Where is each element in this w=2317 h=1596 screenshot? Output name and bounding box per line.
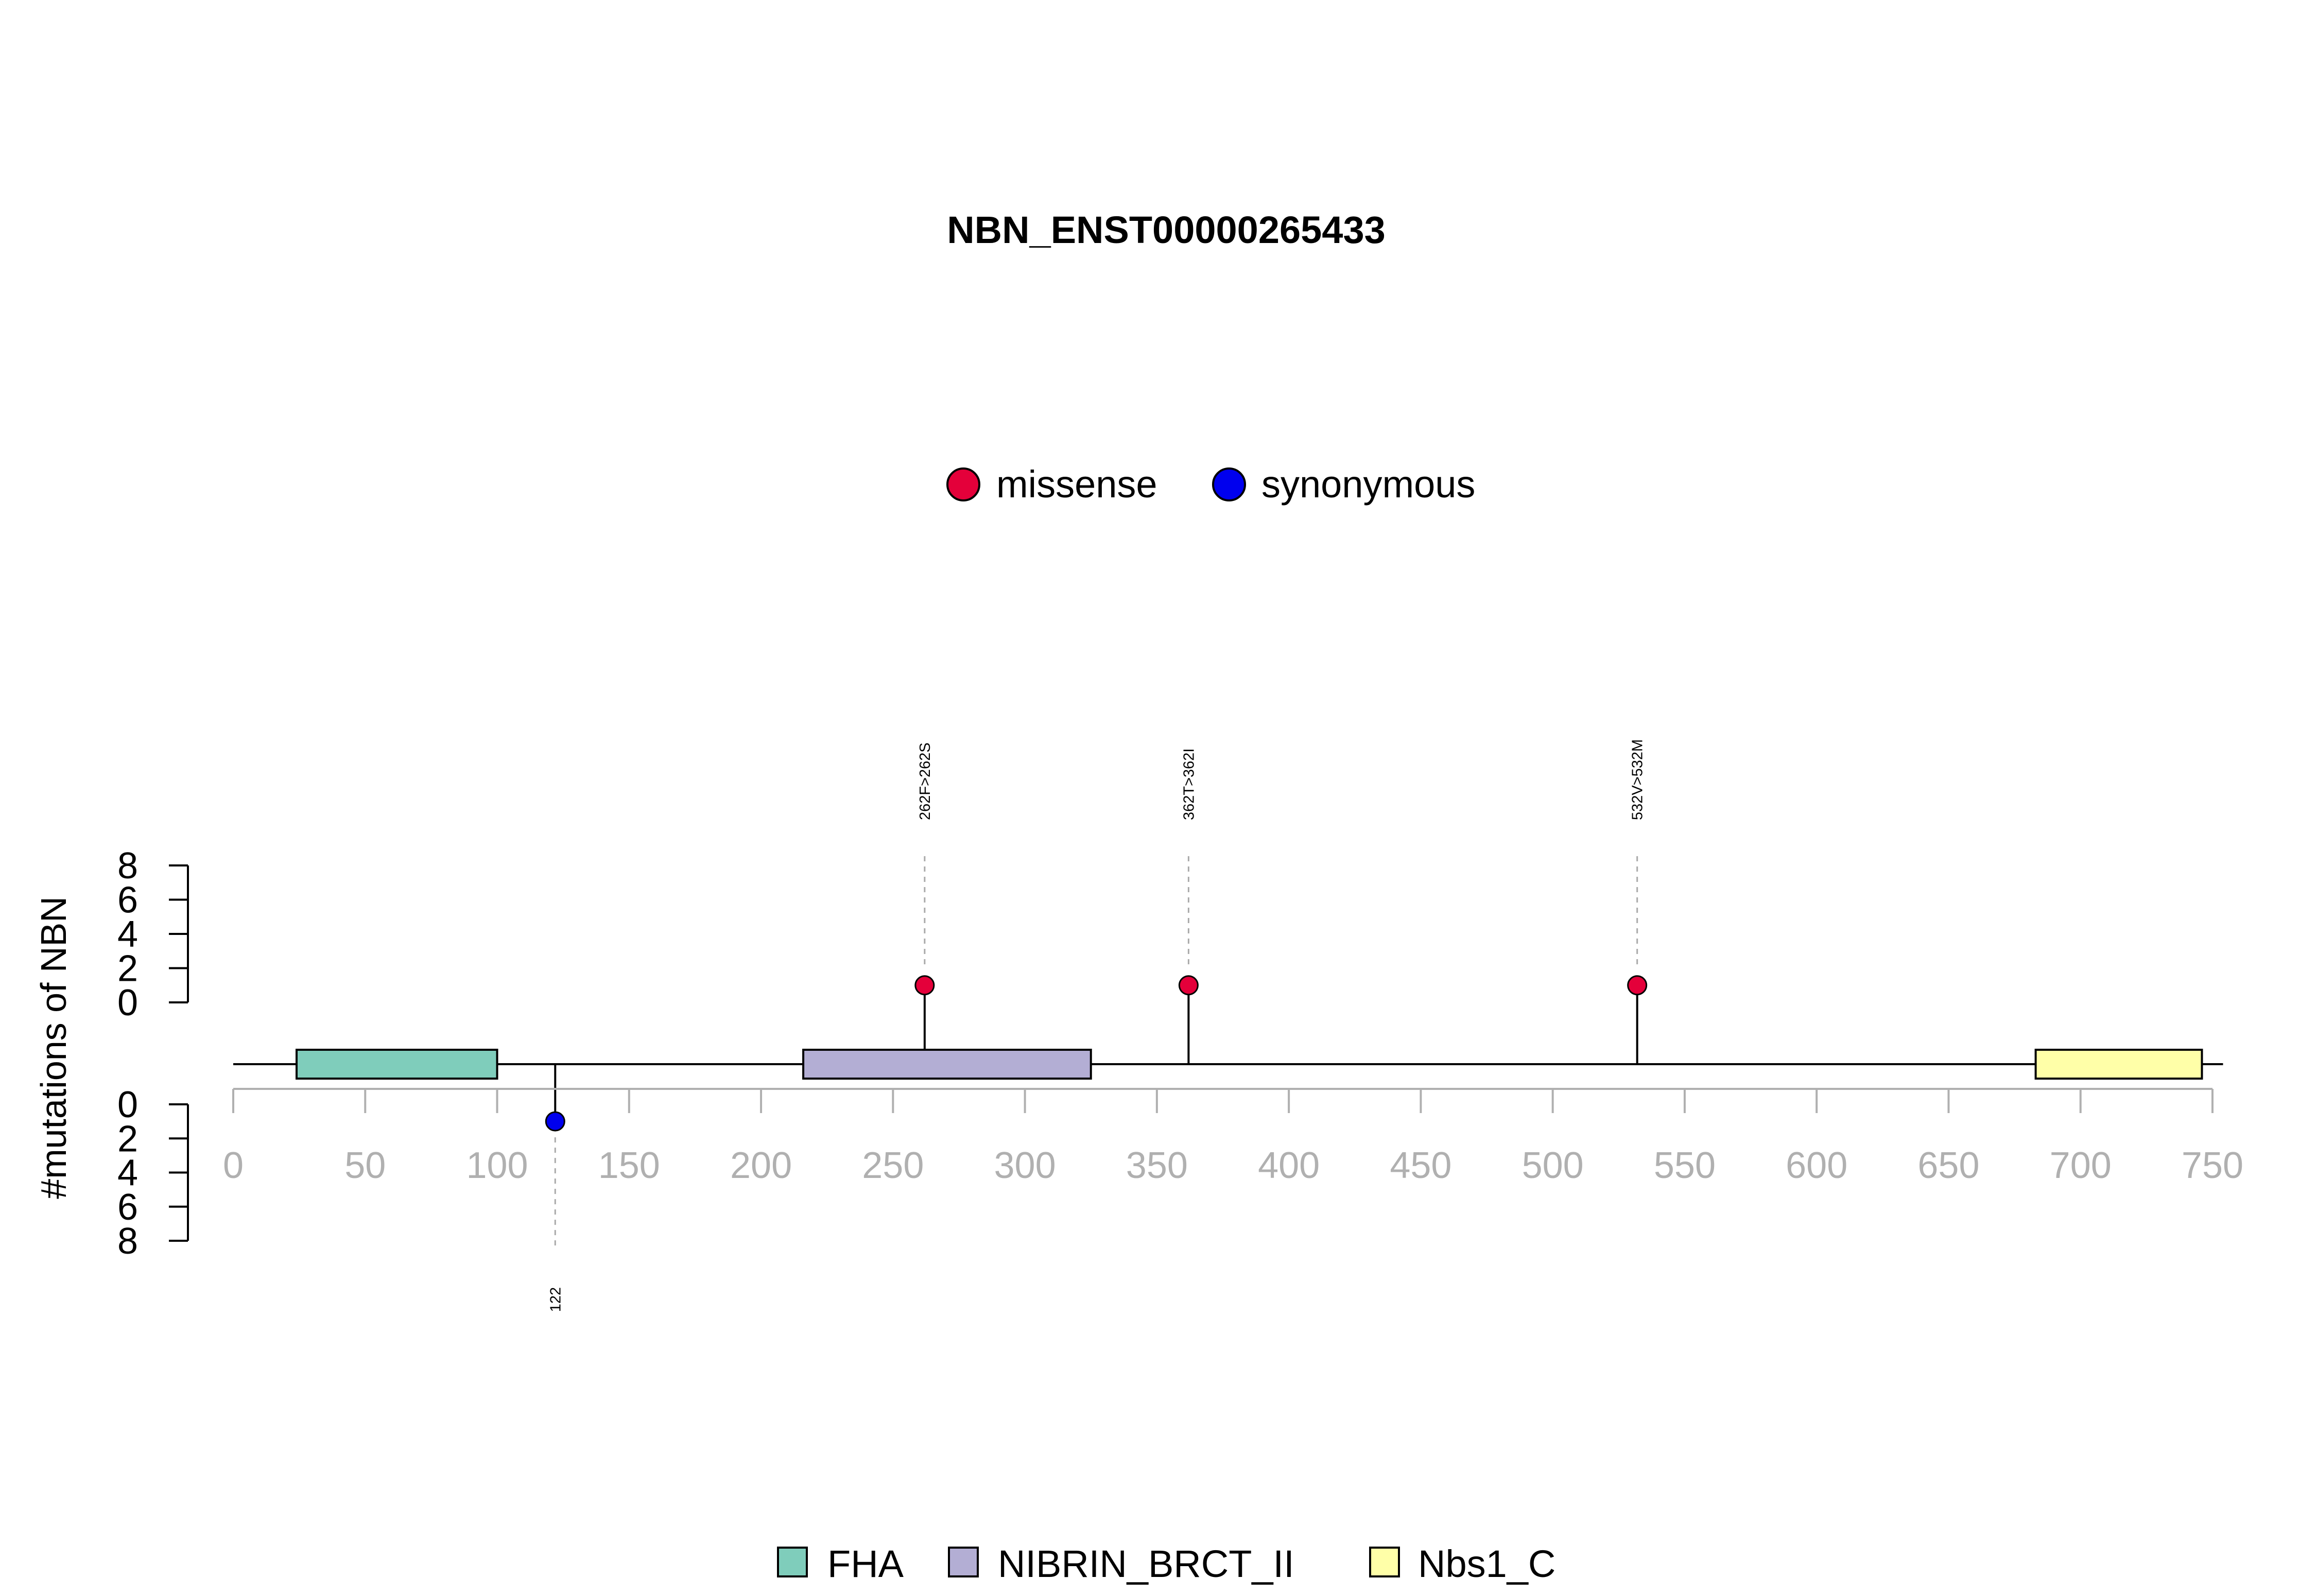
x-tick-label: 500	[1522, 1145, 1584, 1186]
x-tick-label: 0	[223, 1145, 244, 1186]
protein-domains	[296, 1049, 2203, 1080]
x-tick-label: 700	[2050, 1145, 2112, 1186]
x-tick-label: 50	[344, 1145, 386, 1186]
y-tick-label-lower: 8	[117, 1221, 138, 1262]
y-tick-label-upper: 0	[117, 982, 138, 1023]
y-tick-label-upper: 4	[117, 914, 138, 955]
legend-swatch-FHA	[777, 1547, 808, 1577]
y-tick-label-upper: 2	[117, 948, 138, 990]
domain-Nbs1_C	[2034, 1049, 2203, 1080]
legend-label-NIBRIN_BRCT_II: NIBRIN_BRCT_II	[998, 1542, 1294, 1585]
domain-FHA	[296, 1049, 498, 1080]
y-tick-label-upper: 8	[117, 845, 138, 887]
x-axis: 0 50 100 150 200 250 300 350 400 450 500 550 600 650 7…	[223, 1088, 2243, 1186]
mutation-point	[545, 1111, 565, 1132]
legend-label-missense: missense	[996, 463, 1157, 506]
x-tick-label: 100	[466, 1145, 528, 1186]
x-tick-label: 250	[862, 1145, 924, 1186]
legend-label-Nbs1_C: Nbs1_C	[1418, 1542, 1555, 1585]
mutation-point	[914, 975, 935, 996]
legend-label-FHA: FHA	[827, 1542, 904, 1585]
mutation-label: 532V>532M	[1630, 739, 1646, 820]
x-tick-label: 450	[1390, 1145, 1451, 1186]
legend-marker-missense	[946, 467, 980, 501]
x-tick-label: 400	[1258, 1145, 1320, 1186]
y-tick-label-lower: 4	[117, 1153, 138, 1194]
mutation-point	[1627, 975, 1648, 996]
legend-swatch-Nbs1_C	[1369, 1547, 1400, 1577]
mutation-label: 362T>362I	[1181, 749, 1197, 820]
mutation-lollipops: 262F>262S 362T>362I 532V>532M 122	[545, 739, 1648, 1312]
y-tick-label-lower: 2	[117, 1118, 138, 1159]
mutation-label: 262F>262S	[917, 742, 933, 820]
x-tick-label: 350	[1126, 1145, 1188, 1186]
mutation-legend: missense synonymous	[946, 463, 1475, 506]
x-tick-label: 600	[1786, 1145, 1847, 1186]
mutation-label: 122	[547, 1287, 564, 1312]
y-axis-label: #mutations of NBN	[33, 896, 74, 1199]
x-tick-label: 300	[994, 1145, 1056, 1186]
x-tick-label: 200	[730, 1145, 792, 1186]
legend-marker-synonymous	[1212, 467, 1246, 501]
x-tick-label: 150	[598, 1145, 660, 1186]
y-tick-label-lower: 6	[117, 1187, 138, 1228]
y-tick-label-lower: 0	[117, 1084, 138, 1125]
mutation-point	[1178, 975, 1199, 996]
legend-label-synonymous: synonymous	[1261, 463, 1475, 506]
chart-title: NBN_ENST00000265433	[947, 209, 1386, 251]
x-tick-label: 650	[1917, 1145, 1979, 1186]
domain-NIBRIN_BRCT_II	[802, 1049, 1092, 1080]
x-tick-label: 750	[2182, 1145, 2243, 1186]
legend-swatch-NIBRIN_BRCT_II	[948, 1547, 979, 1577]
x-tick-label: 550	[1654, 1145, 1716, 1186]
y-tick-label-upper: 6	[117, 880, 138, 921]
domain-legend: FHA NIBRIN_BRCT_II Nbs1_C	[777, 1542, 1555, 1585]
